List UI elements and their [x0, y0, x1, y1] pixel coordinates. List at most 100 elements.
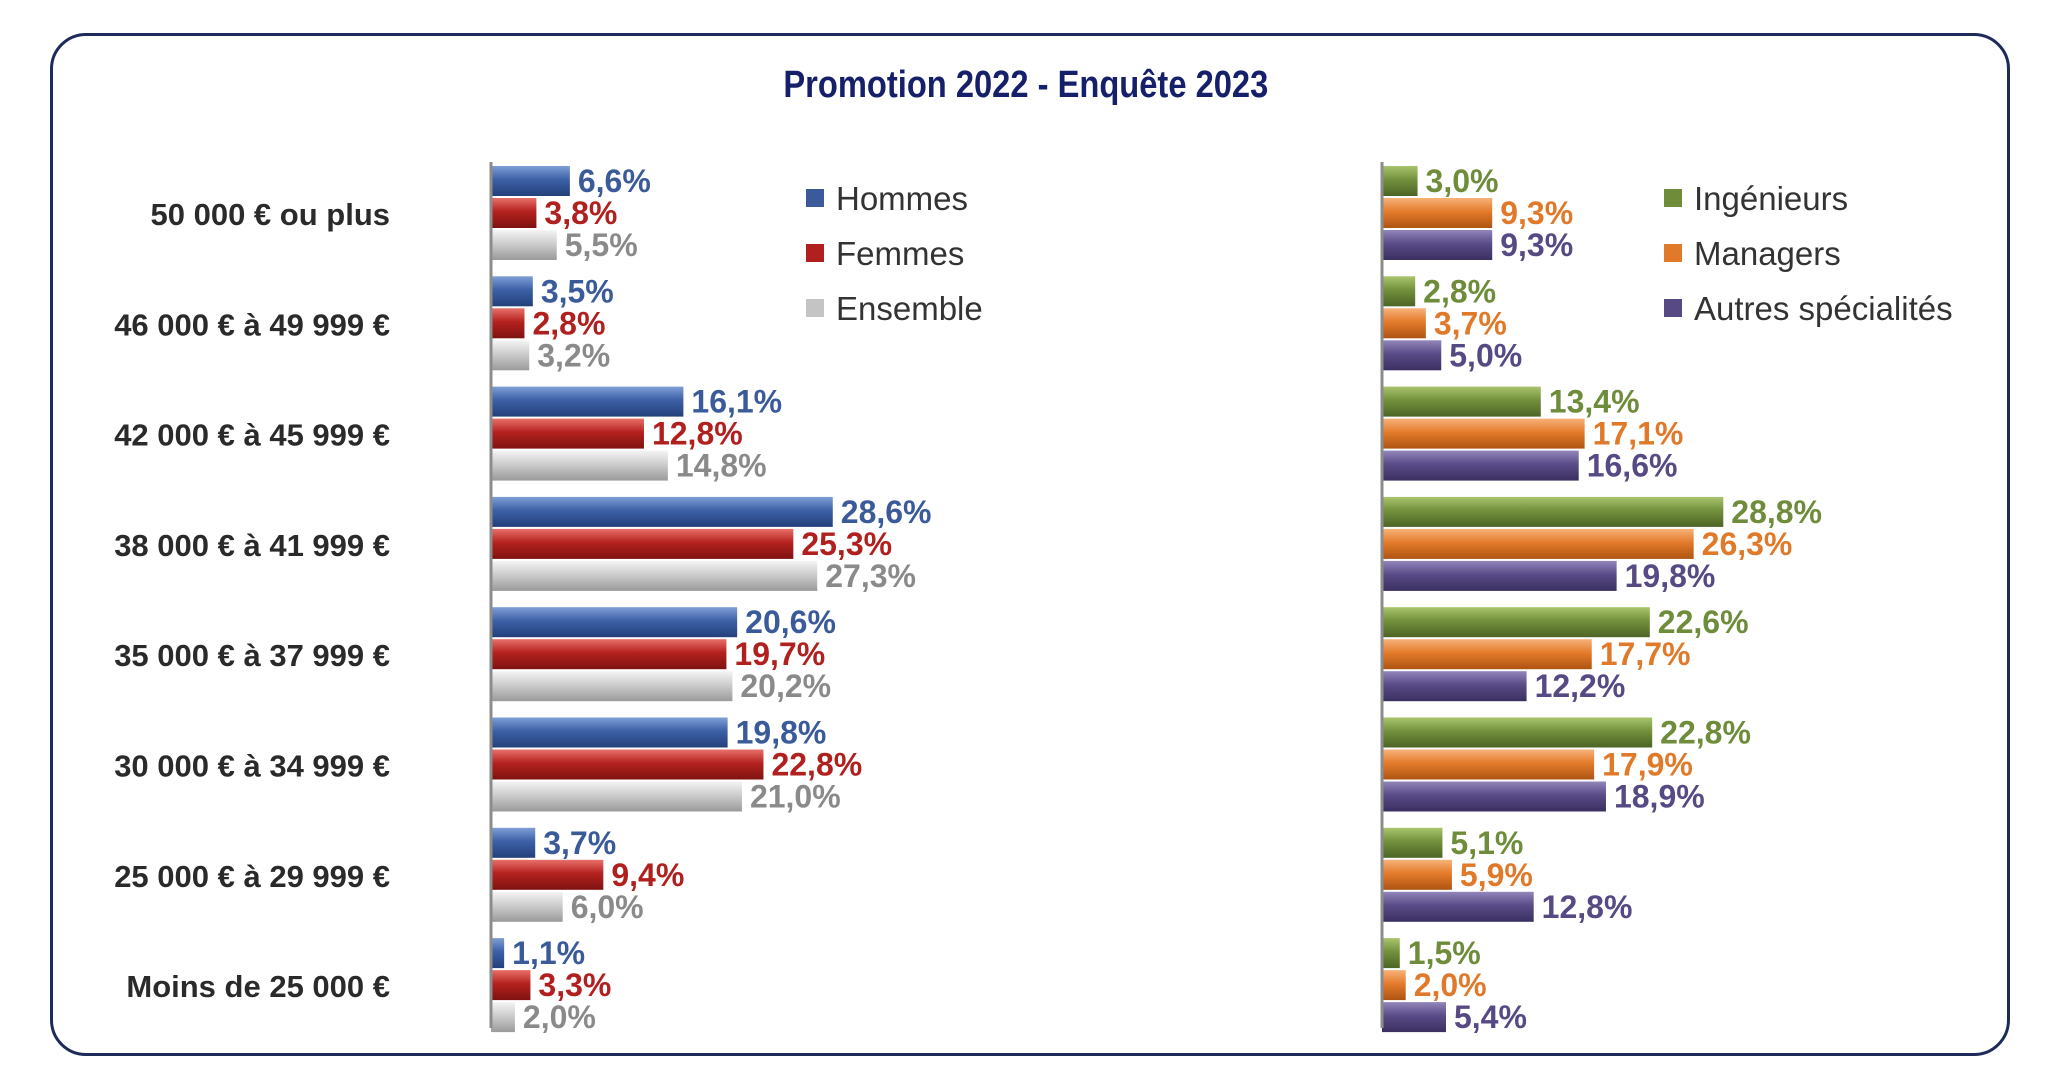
chart-title: Promotion 2022 - Enquête 2023 [783, 64, 1269, 106]
category-label-moins-de-25-000: Moins de 25 000 € [126, 969, 390, 1004]
value-label-managers-4: 26,3% [1702, 526, 1793, 562]
bar-ingenieurs-7 [1382, 827, 1443, 858]
value-label-hommes-3: 16,1% [691, 384, 782, 420]
bar-ensemble-4 [491, 560, 818, 591]
bar-managers-2 [1382, 308, 1426, 339]
bar-hommes-6 [491, 717, 728, 748]
value-label-femmes-4: 25,3% [801, 526, 892, 562]
value-label-autres-specialites-1: 9,3% [1500, 227, 1573, 263]
legend-label-ingenieurs: Ingénieurs [1694, 180, 1848, 217]
category-label-46-000-a-49-999: 46 000 € à 49 999 € [114, 307, 390, 342]
value-label-autres-specialites-7: 12,8% [1542, 889, 1633, 925]
value-label-ensemble-6: 21,0% [750, 779, 841, 815]
bar-ensemble-1 [491, 230, 557, 260]
bar-hommes-1 [491, 166, 570, 196]
legend-label-ensemble: Ensemble [836, 290, 983, 327]
value-label-ensemble-3: 14,8% [676, 448, 767, 484]
value-label-ingenieurs-6: 22,8% [1660, 715, 1751, 751]
bar-ensemble-2 [491, 340, 530, 371]
value-label-femmes-3: 12,8% [652, 416, 743, 452]
value-label-autres-specialites-6: 18,9% [1614, 779, 1705, 815]
legend-label-autres-specialites: Autres spécialités [1694, 290, 1953, 327]
bar-femmes-2 [491, 308, 525, 339]
bar-managers-5 [1382, 639, 1592, 670]
bar-managers-1 [1382, 198, 1493, 228]
value-label-hommes-1: 6,6% [578, 163, 651, 199]
value-label-femmes-8: 3,3% [538, 967, 611, 1003]
category-label-30-000-a-34-999: 30 000 € à 34 999 € [114, 749, 390, 784]
legend-swatch-ingenieurs [1664, 189, 1682, 207]
bar-managers-7 [1382, 859, 1452, 890]
bar-hommes-8 [491, 938, 505, 969]
bar-autres-specialites-8 [1382, 1002, 1446, 1033]
bar-femmes-1 [491, 198, 537, 228]
value-label-managers-1: 9,3% [1500, 195, 1573, 231]
value-label-hommes-2: 3,5% [541, 273, 614, 309]
bar-autres-specialites-7 [1382, 891, 1534, 922]
bar-ingenieurs-5 [1382, 607, 1650, 638]
legend-label-managers: Managers [1694, 235, 1841, 272]
legend-label-femmes: Femmes [836, 235, 964, 272]
bar-femmes-3 [491, 418, 644, 449]
bar-ingenieurs-1 [1382, 166, 1418, 196]
bar-ingenieurs-8 [1382, 938, 1400, 969]
bar-ingenieurs-4 [1382, 496, 1724, 527]
value-label-ensemble-4: 27,3% [825, 558, 916, 594]
bar-ensemble-5 [491, 671, 733, 702]
value-label-managers-5: 17,7% [1600, 636, 1691, 672]
bar-hommes-3 [491, 386, 684, 417]
value-label-ingenieurs-3: 13,4% [1549, 384, 1640, 420]
category-label-50-000-ou-plus: 50 000 € ou plus [151, 197, 391, 232]
value-label-managers-2: 3,7% [1434, 305, 1507, 341]
bar-autres-specialites-4 [1382, 560, 1617, 591]
legend-swatch-femmes [806, 244, 824, 262]
legend-swatch-ensemble [806, 299, 824, 317]
value-label-managers-3: 17,1% [1593, 416, 1684, 452]
bar-hommes-4 [491, 496, 833, 527]
value-label-ingenieurs-1: 3,0% [1426, 163, 1499, 199]
legend-swatch-autres-specialites [1664, 299, 1682, 317]
bar-managers-4 [1382, 528, 1694, 559]
value-label-femmes-5: 19,7% [734, 636, 825, 672]
value-label-femmes-1: 3,8% [544, 195, 617, 231]
bar-ensemble-3 [491, 450, 668, 481]
value-label-hommes-5: 20,6% [745, 604, 836, 640]
value-label-ensemble-8: 2,0% [523, 999, 596, 1035]
bar-ingenieurs-2 [1382, 276, 1416, 307]
bar-managers-8 [1382, 970, 1406, 1001]
bar-hommes-7 [491, 827, 536, 858]
value-label-ensemble-5: 20,2% [740, 668, 831, 704]
legend-swatch-hommes [806, 189, 824, 207]
right-bar-chart: 3,0% 2,8% 13,4% 28,8% 22,6% 22,8% 5,1% 1,5% 9,3%… [1380, 162, 1953, 1035]
value-label-ensemble-2: 3,2% [537, 337, 610, 373]
value-label-autres-specialites-3: 16,6% [1587, 448, 1678, 484]
category-label-42-000-a-45-999: 42 000 € à 45 999 € [114, 418, 390, 453]
value-label-ingenieurs-7: 5,1% [1450, 825, 1523, 861]
bar-ensemble-8 [491, 1002, 515, 1033]
value-label-ensemble-7: 6,0% [571, 889, 644, 925]
value-label-managers-6: 17,9% [1602, 747, 1693, 783]
value-label-ingenieurs-8: 1,5% [1408, 935, 1481, 971]
value-label-femmes-2: 2,8% [532, 305, 605, 341]
value-label-managers-7: 5,9% [1460, 857, 1533, 893]
bar-ingenieurs-3 [1382, 386, 1541, 417]
value-label-autres-specialites-5: 12,2% [1535, 668, 1626, 704]
bar-autres-specialites-3 [1382, 450, 1579, 481]
bar-managers-6 [1382, 749, 1595, 780]
value-label-ensemble-1: 5,5% [565, 227, 638, 263]
value-label-hommes-8: 1,1% [512, 935, 585, 971]
category-label-38-000-a-41-999: 38 000 € à 41 999 € [114, 528, 390, 563]
legend-label-hommes: Hommes [836, 180, 968, 217]
bar-femmes-8 [491, 970, 531, 1001]
value-label-ingenieurs-5: 22,6% [1658, 604, 1749, 640]
left-bar-chart: 50 000 € ou plus 46 000 € à 49 999 € 42 00… [114, 162, 983, 1035]
value-label-ingenieurs-4: 28,8% [1731, 494, 1822, 530]
bar-hommes-2 [491, 276, 533, 307]
bar-femmes-7 [491, 859, 604, 890]
category-label-25-000-a-29-999: 25 000 € à 29 999 € [114, 859, 390, 894]
bar-femmes-5 [491, 639, 727, 670]
bar-autres-specialites-1 [1382, 230, 1493, 260]
bar-ingenieurs-6 [1382, 717, 1653, 748]
bar-hommes-5 [491, 607, 738, 638]
bar-ensemble-7 [491, 891, 563, 922]
